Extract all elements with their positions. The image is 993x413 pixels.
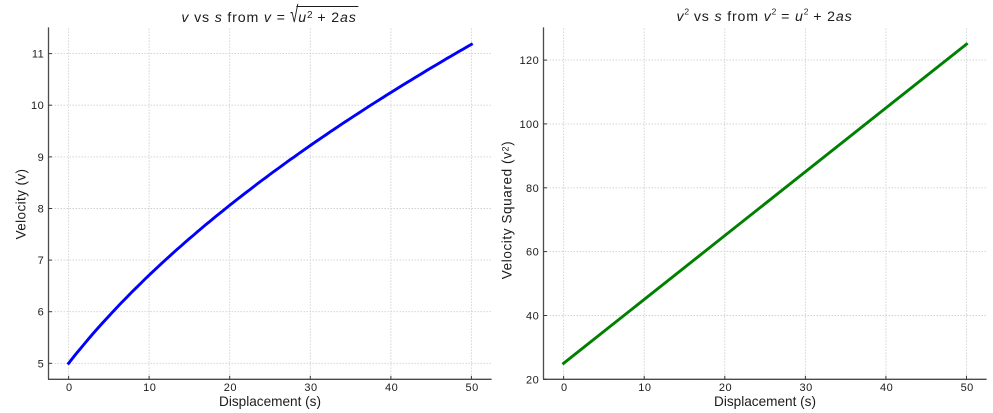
svg-text:50: 50 [465, 382, 478, 394]
svg-text:20: 20 [526, 374, 539, 386]
svg-text:10: 10 [31, 100, 44, 112]
svg-text:5: 5 [38, 358, 45, 370]
svg-text:50: 50 [961, 382, 974, 394]
svg-text:40: 40 [526, 311, 539, 323]
svg-text:40: 40 [880, 382, 893, 394]
svg-text:20: 20 [719, 382, 732, 394]
svg-text:60: 60 [526, 247, 539, 259]
svg-text:6: 6 [38, 307, 45, 319]
svg-text:30: 30 [799, 382, 812, 394]
svg-text:7: 7 [38, 255, 45, 267]
svg-text:11: 11 [32, 49, 44, 61]
svg-text:10: 10 [143, 382, 156, 394]
svg-text:40: 40 [385, 382, 398, 394]
svg-text:0: 0 [66, 382, 73, 394]
svg-text:80: 80 [526, 183, 539, 195]
svg-text:20: 20 [224, 382, 237, 394]
svg-text:8: 8 [38, 204, 45, 216]
svg-text:100: 100 [519, 119, 539, 131]
svg-text:0: 0 [561, 382, 568, 394]
svg-text:30: 30 [304, 382, 317, 394]
svg-text:120: 120 [519, 55, 539, 67]
svg-text:10: 10 [638, 382, 651, 394]
svg-text:9: 9 [38, 152, 45, 164]
